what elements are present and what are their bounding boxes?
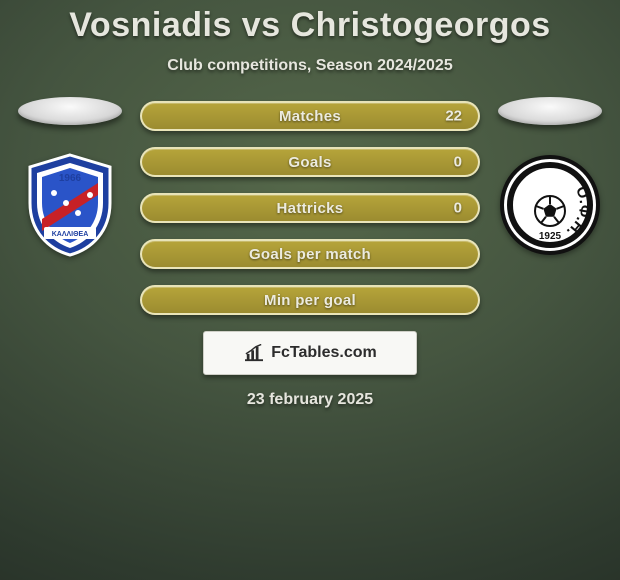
watermark: FcTables.com	[203, 331, 417, 375]
stat-bar-min-per-goal: Min per goal	[140, 285, 480, 315]
badge-year: 1925	[539, 231, 562, 242]
stat-label: Goals per match	[249, 246, 371, 263]
shield-icon: Ο.Φ.Η. 1925	[500, 153, 600, 257]
right-club-badge: Ο.Φ.Η. 1925	[500, 153, 600, 257]
stat-label: Hattricks	[277, 200, 344, 217]
badge-year: 1966	[59, 173, 82, 184]
stat-bar-goals-per-match: Goals per match	[140, 239, 480, 269]
stat-bar-matches: Matches 22	[140, 101, 480, 131]
shield-icon: 1966 ΚΑΛΛΙΘΕΑ	[20, 153, 120, 257]
stat-bars: Matches 22 Goals 0 Hattricks 0 Goals per…	[140, 101, 480, 315]
stat-label: Matches	[279, 108, 341, 125]
watermark-text: FcTables.com	[271, 344, 377, 362]
stat-bar-hattricks: Hattricks 0	[140, 193, 480, 223]
left-player-column: 1966 ΚΑΛΛΙΘΕΑ	[18, 97, 122, 257]
comparison-card: Vosniadis vs Christogeorgos Club competi…	[0, 0, 620, 409]
right-player-column: Ο.Φ.Η. 1925	[498, 97, 602, 257]
left-club-badge: 1966 ΚΑΛΛΙΘΕΑ	[20, 153, 120, 257]
subtitle: Club competitions, Season 2024/2025	[0, 57, 620, 75]
chart-icon	[243, 344, 265, 362]
badge-text: ΚΑΛΛΙΘΕΑ	[52, 231, 89, 238]
avatar-placeholder-left	[18, 97, 122, 125]
stat-bar-goals: Goals 0	[140, 147, 480, 177]
avatar-placeholder-right	[498, 97, 602, 125]
stat-label: Min per goal	[264, 292, 356, 309]
main-row: 1966 ΚΑΛΛΙΘΕΑ Matches 22 Goals 0 Hattric…	[0, 99, 620, 315]
stat-value-right: 0	[454, 200, 462, 217]
date-line: 23 february 2025	[0, 391, 620, 409]
stat-value-right: 0	[454, 154, 462, 171]
page-title: Vosniadis vs Christogeorgos	[0, 6, 620, 45]
stat-label: Goals	[288, 154, 331, 171]
stat-value-right: 22	[445, 108, 462, 125]
